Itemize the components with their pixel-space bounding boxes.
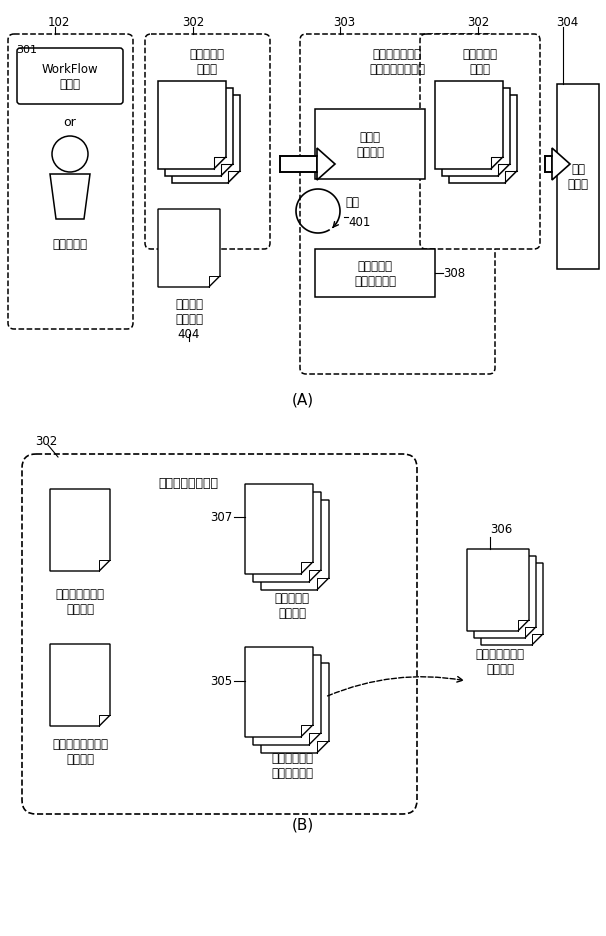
Text: (B): (B) (292, 816, 314, 831)
Text: ホット
フォルダ: ホット フォルダ (356, 131, 384, 159)
Text: 取得ルール
設定ファイル: 取得ルール 設定ファイル (354, 259, 396, 287)
Polygon shape (165, 89, 233, 177)
Text: プリントチケット
ファイル: プリントチケット ファイル (52, 738, 108, 766)
Bar (315, 110, 425, 180)
Text: (A): (A) (292, 392, 314, 407)
Text: WorkFlow
アプリ: WorkFlow アプリ (42, 63, 98, 91)
Text: 印刷ジョブデータ: 印刷ジョブデータ (158, 476, 218, 490)
FancyBboxPatch shape (300, 35, 495, 374)
Text: 304: 304 (556, 16, 578, 28)
Text: ホットフォルダ
アプリケーション: ホットフォルダ アプリケーション (369, 48, 425, 76)
Polygon shape (467, 549, 529, 631)
Text: or: or (64, 116, 76, 129)
Text: 印刷
制御部: 印刷 制御部 (567, 163, 588, 191)
Text: 監視: 監視 (345, 197, 359, 210)
Polygon shape (50, 644, 110, 726)
Text: 外部コンテンツ
ファイル: 外部コンテンツ ファイル (476, 648, 525, 675)
Polygon shape (261, 501, 329, 591)
Polygon shape (474, 556, 536, 638)
FancyBboxPatch shape (420, 35, 540, 250)
Polygon shape (253, 655, 321, 745)
Text: コンテンツ
ファイル: コンテンツ ファイル (275, 592, 310, 620)
Polygon shape (481, 563, 543, 645)
Polygon shape (442, 89, 510, 177)
Bar (315, 250, 435, 298)
Text: 102: 102 (48, 16, 70, 28)
Text: 305: 305 (210, 675, 232, 688)
Text: リファレンス
情報ファイル: リファレンス 情報ファイル (271, 752, 313, 779)
Text: 308: 308 (443, 267, 465, 280)
Polygon shape (172, 95, 240, 183)
Polygon shape (253, 492, 321, 582)
Bar (545, 157, 552, 173)
Polygon shape (245, 648, 313, 738)
Text: 302: 302 (467, 16, 489, 28)
Text: 401: 401 (348, 216, 370, 228)
Text: 303: 303 (333, 16, 355, 28)
Polygon shape (552, 149, 570, 181)
FancyBboxPatch shape (17, 49, 123, 105)
Text: 302: 302 (182, 16, 204, 28)
FancyBboxPatch shape (145, 35, 270, 250)
Polygon shape (158, 82, 226, 169)
Polygon shape (50, 175, 90, 220)
Polygon shape (245, 485, 313, 575)
Polygon shape (158, 210, 220, 287)
Text: 印刷ジョブ
データ: 印刷ジョブ データ (462, 48, 498, 76)
Text: 404: 404 (178, 328, 200, 341)
Polygon shape (449, 95, 517, 183)
Text: 301: 301 (16, 45, 37, 55)
Text: 307: 307 (210, 511, 232, 524)
Text: 印刷ジョブ
データ: 印刷ジョブ データ (190, 48, 224, 76)
Polygon shape (261, 664, 329, 753)
Bar (557, 85, 599, 270)
Polygon shape (317, 149, 335, 181)
Polygon shape (435, 82, 503, 169)
FancyBboxPatch shape (22, 455, 417, 814)
Text: 306: 306 (490, 523, 512, 536)
FancyBboxPatch shape (8, 35, 133, 329)
Text: 302: 302 (35, 435, 57, 448)
Polygon shape (50, 490, 110, 571)
Text: ジョブチケット
ファイル: ジョブチケット ファイル (56, 588, 104, 615)
Bar (280, 157, 317, 173)
Text: オペレータ: オペレータ (53, 239, 87, 251)
Text: トリガー
ファイル: トリガー ファイル (175, 298, 203, 326)
